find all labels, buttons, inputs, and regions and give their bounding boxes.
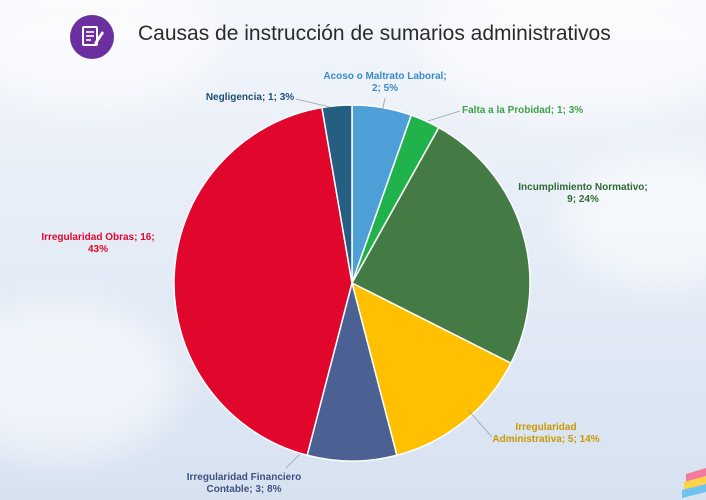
- data-label-line: 9; 24%: [567, 194, 599, 205]
- data-label-line: Irregularidad: [515, 422, 576, 433]
- data-label-line: Irregularidad Financiero: [187, 472, 301, 483]
- leader-line: [427, 110, 461, 122]
- data-label-line: Irregularidad Obras; 16;: [41, 232, 154, 243]
- data-label-line: Negligencia; 1; 3%: [206, 92, 294, 103]
- data-label: Irregularidad Financiero Contable; 3; 8%: [187, 472, 301, 495]
- leader-line: [381, 97, 386, 113]
- pie-slice-irregularidad-financiero-contable: [306, 280, 398, 462]
- data-label-line: Acoso o Maltrato Laboral;: [323, 71, 446, 82]
- data-label-line: Administrativa; 5; 14%: [492, 434, 599, 445]
- pie-slice-incumplimiento-normativo: [350, 126, 531, 365]
- data-label: Negligencia; 1; 3%: [206, 92, 294, 103]
- document-edit-icon: [82, 26, 104, 46]
- data-label-line: Falta a la Probidad; 1; 3%: [462, 105, 583, 116]
- pie-slice-irregularidad-obras: [173, 106, 353, 457]
- data-label: Incumplimiento Normativo; 9; 24%: [518, 182, 647, 205]
- corner-decoration: [682, 468, 706, 498]
- page-title: Causas de instrucción de sumarios admini…: [138, 22, 611, 45]
- data-label-line: Contable; 3; 8%: [206, 484, 281, 495]
- leader-line: [285, 453, 301, 469]
- title-badge: [70, 15, 114, 59]
- data-label-line: 43%: [88, 244, 108, 255]
- data-label: Irregularidad Administrativa; 5; 14%: [492, 422, 599, 445]
- data-label: Acoso o Maltrato Laboral; 2; 5%: [323, 71, 446, 94]
- data-label: Irregularidad Obras; 16; 43%: [41, 232, 154, 255]
- data-label-line: Incumplimiento Normativo;: [518, 182, 647, 193]
- data-label: Falta a la Probidad; 1; 3%: [462, 105, 583, 116]
- leader-line: [295, 98, 331, 108]
- leader-line: [467, 409, 493, 438]
- data-label-line: 2; 5%: [372, 83, 398, 94]
- pie-slice-negligencia: [321, 104, 353, 284]
- pie-slice-irregularidad-administrativa: [350, 281, 512, 457]
